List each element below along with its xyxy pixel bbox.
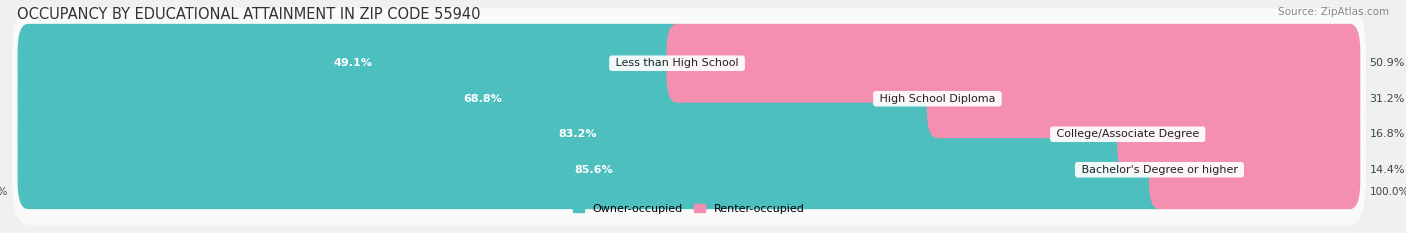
FancyBboxPatch shape [927, 59, 1361, 138]
FancyBboxPatch shape [17, 95, 1139, 174]
Text: 49.1%: 49.1% [333, 58, 373, 68]
Text: 85.6%: 85.6% [575, 165, 613, 175]
Text: College/Associate Degree: College/Associate Degree [1053, 129, 1202, 139]
Text: 100.0%: 100.0% [1369, 187, 1406, 197]
FancyBboxPatch shape [13, 79, 1365, 189]
Text: 16.8%: 16.8% [1369, 129, 1405, 139]
Text: 83.2%: 83.2% [558, 129, 598, 139]
Text: 68.8%: 68.8% [464, 94, 502, 104]
Text: 100.0%: 100.0% [0, 187, 8, 197]
Text: High School Diploma: High School Diploma [876, 94, 998, 104]
FancyBboxPatch shape [17, 59, 948, 138]
Text: OCCUPANCY BY EDUCATIONAL ATTAINMENT IN ZIP CODE 55940: OCCUPANCY BY EDUCATIONAL ATTAINMENT IN Z… [17, 7, 481, 22]
FancyBboxPatch shape [17, 130, 1170, 209]
FancyBboxPatch shape [666, 24, 1361, 103]
FancyBboxPatch shape [13, 115, 1365, 225]
Text: 50.9%: 50.9% [1369, 58, 1405, 68]
Text: 14.4%: 14.4% [1369, 165, 1405, 175]
Text: Source: ZipAtlas.com: Source: ZipAtlas.com [1278, 7, 1389, 17]
FancyBboxPatch shape [17, 24, 688, 103]
FancyBboxPatch shape [1149, 130, 1361, 209]
FancyBboxPatch shape [13, 8, 1365, 118]
FancyBboxPatch shape [1118, 95, 1361, 174]
Text: Bachelor's Degree or higher: Bachelor's Degree or higher [1077, 165, 1241, 175]
Legend: Owner-occupied, Renter-occupied: Owner-occupied, Renter-occupied [568, 199, 810, 218]
Text: 31.2%: 31.2% [1369, 94, 1405, 104]
Text: Less than High School: Less than High School [612, 58, 742, 68]
FancyBboxPatch shape [13, 44, 1365, 154]
